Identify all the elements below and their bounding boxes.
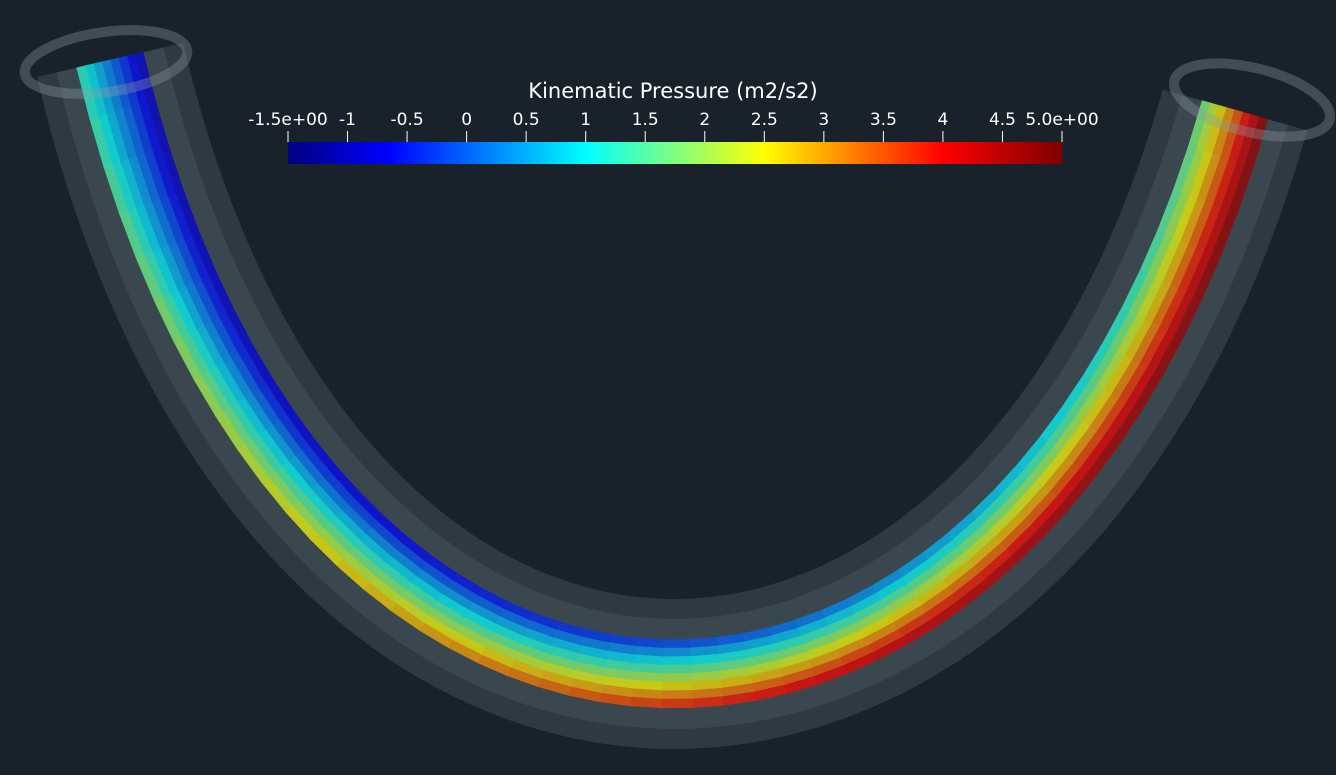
surface-cell xyxy=(662,673,693,683)
surface-cell xyxy=(661,698,694,709)
pipe-end xyxy=(1168,58,1336,142)
tick-label: 2.5 xyxy=(751,110,778,130)
surface-cell xyxy=(662,681,694,692)
surface-cell xyxy=(662,664,693,675)
color-bar xyxy=(288,142,1062,164)
tick-label: 5.0e+00 xyxy=(1025,110,1098,130)
surface-cell xyxy=(1244,116,1269,168)
tick-label: -1.5e+00 xyxy=(248,110,328,130)
tick-label: -1 xyxy=(339,110,356,130)
tick-label: -0.5 xyxy=(390,110,423,130)
legend-title: Kinematic Pressure (m2/s2) xyxy=(528,79,817,103)
surface-cell xyxy=(662,690,694,700)
tick-label: 4 xyxy=(938,110,949,130)
surface-cell xyxy=(663,647,692,658)
pipe xyxy=(19,25,1336,749)
pipe-end xyxy=(19,25,193,99)
pressure-surface xyxy=(76,51,1269,709)
surface-cell xyxy=(662,656,693,666)
tick-label: 2 xyxy=(699,110,710,130)
tick-label: 4.5 xyxy=(989,110,1016,130)
tick-label: 1.5 xyxy=(632,110,659,130)
tick-label: 0.5 xyxy=(513,110,540,130)
tick-label: 3.5 xyxy=(870,110,897,130)
tick-label: 3 xyxy=(818,110,829,130)
tick-label: 1 xyxy=(580,110,591,130)
surface-cell xyxy=(663,639,692,649)
color-legend: Kinematic Pressure (m2/s2) -1.5e+00 -1 -0.… xyxy=(248,79,1099,164)
tick-label: 0 xyxy=(461,110,472,130)
surface-cell xyxy=(630,696,663,709)
